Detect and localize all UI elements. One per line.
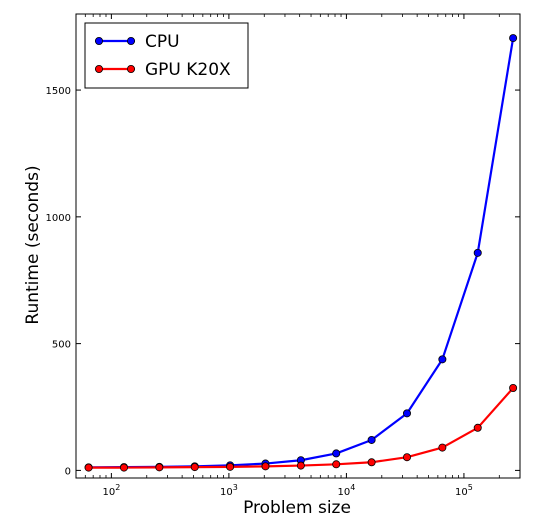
plot-frame xyxy=(75,13,521,479)
data-point xyxy=(84,463,93,472)
data-point xyxy=(367,458,376,467)
data-point xyxy=(509,383,518,392)
data-point xyxy=(332,460,341,469)
data-point xyxy=(226,462,235,471)
x-tick-label: 105 xyxy=(455,483,473,498)
y-axis-label: Runtime (seconds) xyxy=(23,165,43,324)
x-tick-label: 103 xyxy=(220,483,238,498)
x-axis-label: Problem size xyxy=(243,498,351,518)
data-point xyxy=(367,435,376,444)
series-lines xyxy=(84,34,518,472)
data-point xyxy=(190,463,199,472)
legend-label: CPU xyxy=(145,32,180,52)
x-tick-label: 102 xyxy=(102,483,120,498)
y-tick-label: 0 xyxy=(65,466,71,477)
x-tick-label: 104 xyxy=(337,483,355,498)
data-point xyxy=(438,355,447,364)
data-point xyxy=(438,443,447,452)
data-point xyxy=(473,248,482,257)
legend-swatch-marker xyxy=(95,65,104,74)
legend-swatch-marker xyxy=(127,65,136,74)
data-point xyxy=(296,461,305,470)
legend-label: GPU K20X xyxy=(145,60,231,80)
y-tick-label: 500 xyxy=(52,340,71,351)
y-tick-label: 1500 xyxy=(46,86,71,97)
legend: CPU GPU K20X xyxy=(84,22,249,89)
data-point xyxy=(332,449,341,458)
data-point xyxy=(473,423,482,432)
data-point xyxy=(261,462,270,471)
legend-box xyxy=(84,22,249,89)
axes: 102 103 104 105 0 500 1000 1500 xyxy=(46,14,521,498)
legend-swatch-marker xyxy=(127,37,136,46)
data-point xyxy=(402,453,411,462)
plot-area xyxy=(75,13,521,479)
data-point xyxy=(155,463,164,472)
data-point xyxy=(119,463,128,472)
data-point xyxy=(402,409,411,418)
data-point xyxy=(509,34,518,43)
y-tick-label: 1000 xyxy=(46,213,71,224)
legend-swatch-marker xyxy=(95,37,104,46)
